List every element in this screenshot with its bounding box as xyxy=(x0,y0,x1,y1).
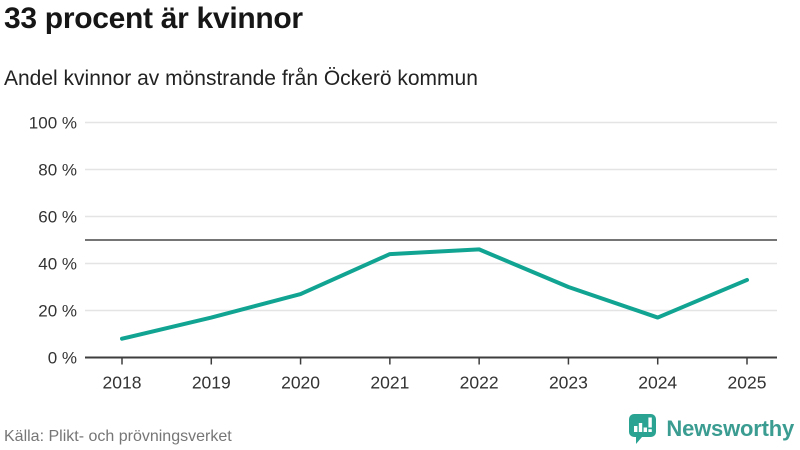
y-tick-label: 100 % xyxy=(29,114,77,133)
x-tick-label: 2024 xyxy=(638,373,677,393)
x-tick-label: 2021 xyxy=(370,373,409,393)
x-tick-label: 2025 xyxy=(728,373,767,393)
newsworthy-logo-icon xyxy=(629,414,657,444)
data-line xyxy=(120,247,749,341)
newsworthy-wordmark: Newsworthy xyxy=(666,416,794,441)
page-title: 33 procent är kvinnor xyxy=(4,2,303,35)
x-tick-label: 2020 xyxy=(281,373,320,393)
y-tick-label: 0 % xyxy=(48,349,77,368)
x-tick-label: 2018 xyxy=(103,373,142,393)
y-tick-label: 20 % xyxy=(38,302,77,321)
chart-subtitle: Andel kvinnor av mönstrande från Öckerö … xyxy=(4,67,478,90)
newsworthy-logo: Newsworthy xyxy=(628,413,794,445)
x-tick-label: 2019 xyxy=(192,373,231,393)
y-tick-label: 40 % xyxy=(38,255,77,274)
y-tick-label: 60 % xyxy=(38,208,77,227)
source-attribution: Källa: Plikt- och prövningsverket xyxy=(4,427,232,445)
x-tick-label: 2023 xyxy=(549,373,588,393)
x-tick-label: 2022 xyxy=(460,373,499,393)
y-tick-label: 80 % xyxy=(38,161,77,180)
